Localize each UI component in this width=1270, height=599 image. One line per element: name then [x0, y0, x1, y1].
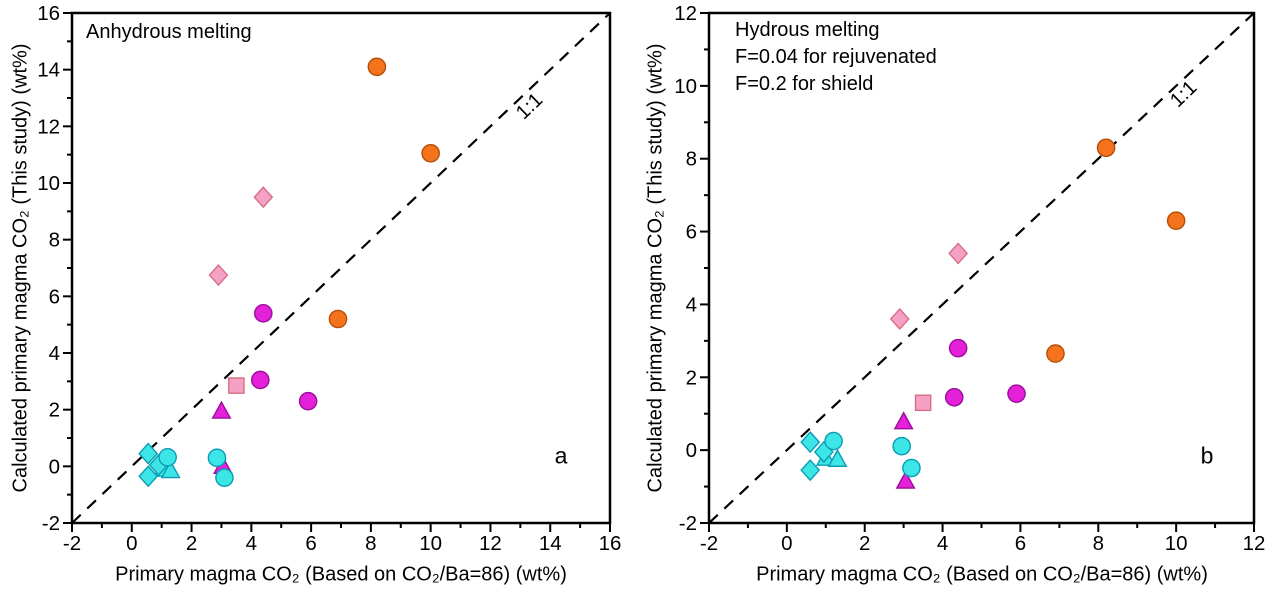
- x-tick-label: 12: [1243, 532, 1266, 555]
- marker-orange-circle: [328, 309, 348, 329]
- marker-magenta-circle: [298, 391, 318, 411]
- panel-b-corner-label: b: [1200, 442, 1214, 469]
- marker-pink-diamond: [889, 307, 910, 331]
- y-tick-label: 12: [674, 2, 697, 25]
- x-tick-label: 4: [937, 532, 948, 555]
- x-tick-label: 0: [781, 532, 792, 555]
- marker-pink-square: [228, 377, 245, 394]
- y-tick-label: 8: [686, 148, 697, 171]
- panel-a-y-axis-title: Calculated primary magma CO₂ (This study…: [9, 43, 32, 493]
- ratio-label: 1:1: [1166, 77, 1201, 112]
- x-tick-label: 6: [1015, 532, 1026, 555]
- annotation-line: Hydrous melting: [735, 19, 880, 41]
- x-tick-label: -2: [700, 532, 718, 555]
- panel-b: -2 0 2 4 6 8 10 12 -2 0 2 4 6 8 10 12 1:1 Hydrous meltin…: [635, 0, 1270, 599]
- panel-a-corner-label: a: [554, 442, 568, 469]
- annotation-line: F=0.2 for shield: [735, 73, 874, 95]
- marker-cyan-diamond: [138, 465, 159, 488]
- marker-cyan-diamond: [800, 459, 821, 482]
- marker-orange-circle: [421, 143, 440, 163]
- marker-pink-diamond: [253, 186, 274, 209]
- x-tick-label: 0: [126, 532, 137, 555]
- panel-a-x-axis-title: Primary magma CO₂ (Based on CO₂/Ba=86) (…: [115, 563, 567, 586]
- marker-orange-circle: [1096, 138, 1116, 158]
- panel-a-annotation: Anhydrous melting: [86, 19, 252, 46]
- ratio-label: 1:1: [512, 89, 547, 124]
- marker-pink-diamond: [208, 264, 229, 287]
- y-tick-label: 2: [49, 399, 60, 422]
- annotation-line: F=0.04 for rejuvenated: [735, 46, 937, 68]
- marker-magenta-circle: [250, 370, 270, 390]
- marker-cyan-triangle: [827, 448, 848, 467]
- x-tick-label: 10: [1165, 532, 1188, 555]
- marker-pink-square: [914, 394, 932, 412]
- marker-cyan-circle: [824, 431, 843, 451]
- panel-b-y-axis-title: Calculated primary magma CO₂ (This study…: [644, 43, 667, 493]
- marker-cyan-circle: [892, 436, 911, 456]
- x-tick-label: 14: [539, 532, 562, 555]
- x-tick-label: 2: [186, 532, 197, 555]
- y-tick-label: 16: [37, 2, 60, 25]
- y-tick-label: 8: [49, 229, 60, 252]
- marker-magenta-triangle: [211, 400, 232, 419]
- x-tick-label: 12: [479, 532, 502, 555]
- one-to-one-line: [71, 12, 611, 524]
- marker-cyan-diamond: [800, 431, 821, 454]
- y-tick-label: 0: [686, 439, 697, 462]
- marker-cyan-triangle: [160, 460, 181, 479]
- y-tick-label: -2: [42, 512, 60, 535]
- y-tick-label: -2: [679, 512, 697, 535]
- x-tick-label: 8: [365, 532, 376, 555]
- y-tick-label: 6: [686, 221, 697, 244]
- y-tick-label: 6: [49, 285, 60, 308]
- x-tick-label: 16: [599, 532, 622, 555]
- y-tick-label: 0: [49, 455, 60, 478]
- y-tick-label: 14: [37, 59, 60, 82]
- marker-cyan-circle: [207, 448, 227, 468]
- marker-magenta-circle: [253, 304, 273, 323]
- marker-magenta-circle: [948, 338, 968, 358]
- panel-a: -2 0 2 4 6 8 10 12 14 16 -2 0 2 4 6 8 10 12 14 16 1:1 Anhydr…: [9, 2, 622, 586]
- panel-b-plot-svg: -2 0 2 4 6 8 10 12 -2 0 2 4 6 8 10 12 1:1: [674, 2, 1266, 555]
- y-tick-label: 10: [674, 75, 697, 98]
- y-tick-label: 4: [686, 293, 697, 316]
- x-tick-label: 4: [246, 532, 257, 555]
- marker-cyan-circle: [215, 468, 234, 487]
- marker-magenta-triangle: [895, 470, 916, 489]
- panel-b-annotation: Hydrous melting F=0.04 for rejuvenated F…: [735, 17, 937, 98]
- marker-orange-circle: [1166, 211, 1186, 230]
- y-tick-label: 2: [686, 366, 697, 389]
- marker-orange-circle: [1046, 344, 1065, 363]
- marker-magenta-circle: [1007, 384, 1026, 403]
- y-tick-label: 4: [49, 342, 60, 365]
- x-tick-label: 8: [1093, 532, 1104, 555]
- x-tick-label: 6: [305, 532, 316, 555]
- annotation-line: Anhydrous melting: [86, 21, 252, 43]
- marker-cyan-circle: [902, 458, 921, 478]
- panel-b-x-axis-title: Primary magma CO₂ (Based on CO₂/Ba=86) (…: [756, 563, 1208, 586]
- marker-cyan-diamond: [138, 442, 159, 465]
- marker-orange-circle: [367, 57, 387, 77]
- marker-cyan-circle: [158, 447, 177, 467]
- x-tick-label: 2: [859, 532, 870, 555]
- x-tick-label: 10: [419, 532, 442, 555]
- x-tick-label: -2: [63, 532, 81, 555]
- marker-magenta-circle: [944, 388, 964, 407]
- y-tick-label: 10: [37, 172, 60, 195]
- y-tick-label: 12: [37, 115, 60, 138]
- marker-magenta-triangle: [893, 411, 914, 430]
- panel-a-plot-svg: -2 0 2 4 6 8 10 12 14 16 -2 0 2 4 6 8 10 12 14 16 1:1: [37, 2, 622, 555]
- marker-pink-diamond: [948, 242, 969, 265]
